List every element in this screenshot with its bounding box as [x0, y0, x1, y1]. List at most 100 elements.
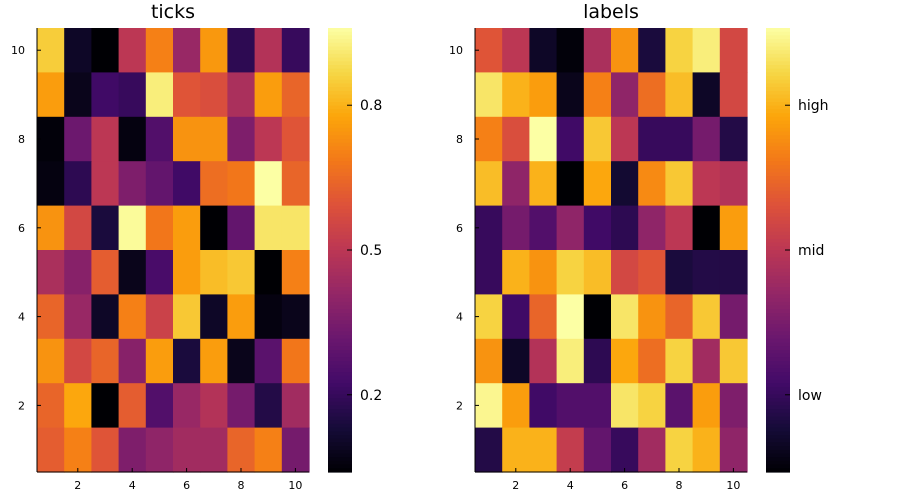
x-tick-label: 8: [238, 479, 245, 492]
colorbar-segment: [328, 65, 352, 70]
colorbar-segment: [328, 316, 352, 321]
colorbar-segment: [328, 279, 352, 284]
colorbar-segment: [766, 398, 790, 403]
colorbar-segment: [328, 61, 352, 66]
colorbar-segment: [766, 42, 790, 48]
heatmap-cell: [556, 383, 585, 429]
colorbar-segment: [328, 109, 352, 114]
colorbar-segment: [328, 209, 352, 214]
colorbar-segment: [328, 372, 352, 377]
heatmap-cell: [638, 72, 666, 118]
x-tick-label: 4: [567, 479, 574, 492]
heatmap-cell: [64, 427, 92, 473]
colorbar-segment: [328, 238, 352, 244]
heatmap-cell: [556, 28, 585, 73]
heatmap-cell: [611, 338, 639, 384]
colorbar-segment: [766, 150, 790, 155]
colorbar-segment: [766, 53, 790, 59]
heatmap-cell: [583, 294, 612, 340]
colorbar-segment: [328, 412, 352, 418]
heatmap-cell: [227, 294, 256, 340]
heatmap-cell: [665, 383, 694, 429]
x-tick-label: 6: [621, 479, 628, 492]
colorbar-segment: [766, 390, 790, 395]
colorbar-segment: [766, 298, 790, 303]
colorbar-segment: [766, 120, 790, 125]
colorbar-segment: [766, 164, 790, 170]
colorbar-segment: [328, 190, 352, 196]
colorbar-segment: [766, 187, 790, 192]
colorbar-segment: [766, 57, 790, 62]
heatmap-cell: [37, 338, 65, 384]
colorbar-tick-label: low: [798, 388, 822, 404]
colorbar-segment: [766, 235, 790, 240]
heatmap-cell: [281, 427, 310, 473]
heatmap-cell: [281, 250, 310, 295]
colorbar-segment: [328, 164, 352, 170]
heatmap-cell: [118, 250, 147, 295]
y-tick-label: 8: [18, 133, 25, 146]
colorbar-segment: [328, 235, 352, 240]
heatmap-cell: [37, 205, 65, 251]
heatmap-cell: [173, 427, 201, 473]
colorbar-segment: [328, 113, 352, 118]
colorbar-segment: [328, 320, 352, 325]
colorbar-segment: [328, 153, 352, 159]
heatmap-cell: [200, 427, 228, 473]
colorbar-segment: [328, 416, 352, 421]
colorbar-segment: [328, 187, 352, 192]
heatmap-cell: [281, 383, 310, 429]
colorbar-segment: [766, 190, 790, 196]
heatmap-cell: [611, 250, 639, 295]
colorbar-segment: [328, 398, 352, 403]
colorbar-segment: [328, 338, 352, 344]
colorbar-segment: [328, 98, 352, 103]
colorbar-segment: [328, 201, 352, 207]
colorbar-segment: [328, 150, 352, 155]
colorbar-segment: [328, 72, 352, 77]
colorbar-segment: [766, 305, 790, 310]
colorbar-segment: [766, 409, 790, 414]
heatmap-cell: [145, 427, 174, 473]
colorbar-segment: [328, 261, 352, 266]
colorbar-segment: [328, 353, 352, 358]
heatmap-cell: [145, 250, 174, 295]
heatmap-cell: [692, 72, 721, 118]
heatmap-panel-labels: labels 2 4 6 8 10 2 4 6 8 10 low mid high: [449, 1, 829, 492]
heatmap-cell: [145, 28, 174, 73]
colorbar-tick-label: 0.2: [360, 388, 382, 404]
colorbar-segment: [328, 290, 352, 295]
colorbar-segment: [328, 87, 352, 92]
colorbar-segment: [766, 139, 790, 144]
heatmap-cell: [173, 383, 201, 429]
heatmap-cell: [529, 294, 558, 340]
colorbar-segment: [328, 364, 352, 369]
heatmap-cell: [91, 161, 120, 207]
colorbar-segment: [328, 246, 352, 251]
colorbar-segment: [328, 183, 352, 188]
heatmap-cell: [692, 383, 721, 429]
colorbar-segment: [328, 283, 352, 288]
heatmap-panel-ticks: ticks 2 4 6 8 10 2 4 6 8 10 0.2 0.5 0.8: [11, 1, 382, 492]
heatmap-cell: [692, 294, 721, 340]
colorbar-segment: [328, 349, 352, 355]
colorbar-segment: [328, 102, 352, 107]
colorbar-segment: [766, 287, 790, 292]
colorbar-segment: [766, 272, 790, 277]
colorbar-segment: [766, 275, 790, 281]
heatmap-cell: [118, 338, 147, 384]
heatmap-cell: [227, 28, 256, 73]
heatmap-cell: [64, 116, 92, 162]
heatmap-cell: [638, 338, 666, 384]
colorbar-segment: [766, 331, 790, 336]
heatmap-cell: [475, 72, 503, 118]
heatmap-cell: [200, 205, 228, 251]
colorbar-segment: [766, 238, 790, 244]
heatmap-cell: [173, 250, 201, 295]
x-tick-label: 10: [288, 479, 302, 492]
colorbar-segment: [766, 453, 790, 458]
colorbar-segment: [328, 242, 352, 247]
colorbar-segment: [766, 416, 790, 421]
colorbar-segment: [766, 216, 790, 221]
heatmap-cell: [227, 338, 256, 384]
